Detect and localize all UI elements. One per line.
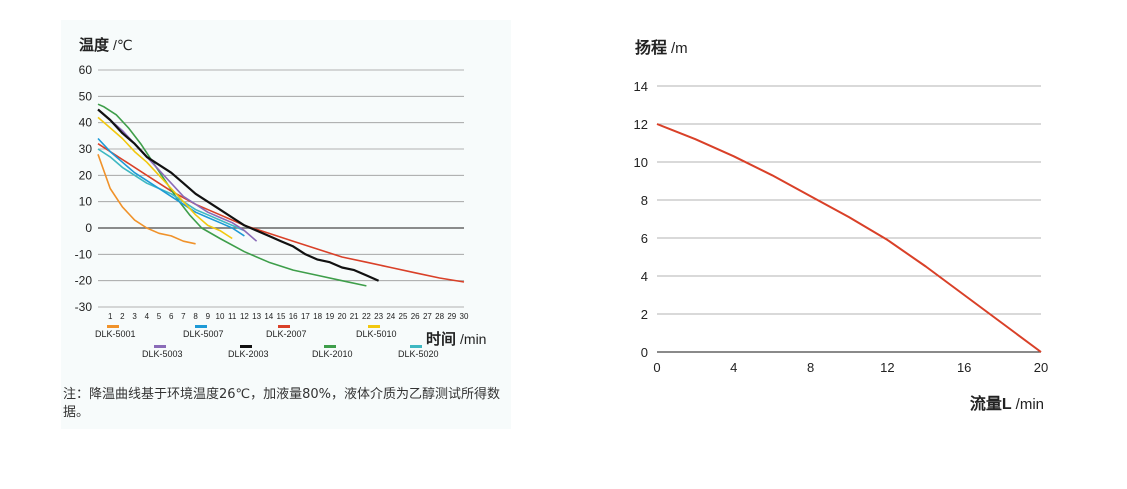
legend-label-dlk-5003: DLK-5003 bbox=[142, 349, 183, 359]
y-tick-label: 2 bbox=[641, 307, 648, 322]
legend-label-dlk-5001: DLK-5001 bbox=[95, 329, 136, 339]
x-tick-label: 15 bbox=[277, 312, 286, 321]
x-tick-label: 7 bbox=[181, 312, 186, 321]
y-axis-unit: /℃ bbox=[113, 37, 133, 53]
x-tick-label: 19 bbox=[325, 312, 334, 321]
legend-label-dlk-5010: DLK-5010 bbox=[356, 329, 397, 339]
y-tick-label: 20 bbox=[79, 168, 93, 182]
y-axis-title: 扬程/m bbox=[635, 38, 688, 57]
y-tick-label: -20 bbox=[75, 274, 93, 288]
y-axis-label: 温度 bbox=[79, 36, 110, 54]
x-tick-label: 25 bbox=[399, 312, 408, 321]
series-line-dlk-2007 bbox=[97, 143, 465, 283]
y-axis-label: 扬程 bbox=[635, 38, 667, 57]
y-tick-label: 10 bbox=[634, 155, 648, 170]
x-tick-label: 12 bbox=[880, 360, 894, 375]
y-tick-label: 0 bbox=[641, 345, 648, 360]
x-tick-label: 9 bbox=[206, 312, 211, 321]
x-tick-label: 3 bbox=[132, 312, 137, 321]
series-line-dlk-5003 bbox=[97, 108, 258, 242]
x-tick-label: 4 bbox=[145, 312, 150, 321]
x-tick-label: 18 bbox=[313, 312, 322, 321]
series-line-dlk-5020 bbox=[97, 148, 245, 232]
legend-label-dlk-2007: DLK-2007 bbox=[266, 329, 307, 339]
x-tick-label: 16 bbox=[289, 312, 298, 321]
x-tick-label: 0 bbox=[653, 360, 660, 375]
y-tick-label: 8 bbox=[641, 193, 648, 208]
x-tick-label: 11 bbox=[228, 312, 237, 321]
legend-swatch-dlk-5020 bbox=[410, 345, 422, 348]
x-axis-unit: /min bbox=[460, 331, 486, 347]
x-tick-label: 24 bbox=[386, 312, 395, 321]
x-tick-label: 14 bbox=[264, 312, 273, 321]
x-tick-label: 27 bbox=[423, 312, 432, 321]
y-tick-label: 0 bbox=[85, 221, 92, 235]
x-tick-label: 10 bbox=[216, 312, 225, 321]
y-tick-label: 40 bbox=[79, 116, 93, 130]
y-axis-title: 温度/℃ bbox=[79, 36, 133, 54]
legend-swatch-dlk-5003 bbox=[154, 345, 166, 348]
x-tick-label: 13 bbox=[252, 312, 261, 321]
x-tick-label: 23 bbox=[374, 312, 383, 321]
y-tick-label: 14 bbox=[634, 79, 648, 94]
legend-swatch-dlk-5007 bbox=[195, 325, 207, 328]
x-axis-title: 时间/min bbox=[426, 330, 486, 348]
series-line-dlk-2003 bbox=[97, 108, 380, 282]
legend-label-dlk-2003: DLK-2003 bbox=[228, 349, 269, 359]
y-tick-label: 12 bbox=[634, 117, 648, 132]
chart-note: 注：降温曲线基于环境温度26℃，加液量80%，液体介质为乙醇测试所得数据。 bbox=[63, 387, 501, 420]
x-tick-label: 21 bbox=[350, 312, 359, 321]
x-tick-label: 8 bbox=[807, 360, 814, 375]
legend-swatch-dlk-2007 bbox=[278, 325, 290, 328]
y-axis-unit: /m bbox=[671, 40, 688, 57]
y-tick-label: 60 bbox=[79, 63, 93, 77]
x-tick-label: 2 bbox=[120, 312, 125, 321]
x-tick-label: 17 bbox=[301, 312, 310, 321]
x-tick-label: 4 bbox=[730, 360, 737, 375]
legend-swatch-dlk-2010 bbox=[324, 345, 336, 348]
series-line-dlk-5010 bbox=[97, 116, 233, 240]
series-line-dlk-5007 bbox=[97, 137, 245, 237]
x-axis-unit: /min bbox=[1016, 396, 1044, 413]
y-tick-label: 10 bbox=[79, 195, 93, 209]
cooling-chart-panel: 温度/℃ 60 50 40 30 20 10 0 -10 -20 -30 1 2 3 4 5 6 7 8 9 10 11 1… bbox=[61, 20, 511, 429]
y-tick-label: 6 bbox=[641, 231, 648, 246]
legend-label-dlk-2010: DLK-2010 bbox=[312, 349, 353, 359]
legend-swatch-dlk-5001 bbox=[107, 325, 119, 328]
x-axis-label: 流量L bbox=[970, 394, 1012, 413]
legend-swatch-dlk-5010 bbox=[368, 325, 380, 328]
x-tick-label: 20 bbox=[1034, 360, 1048, 375]
series-line-dlk-5001 bbox=[97, 154, 196, 245]
head-curve-line bbox=[656, 123, 1042, 353]
y-tick-label: 30 bbox=[79, 142, 93, 156]
y-tick-label: -10 bbox=[75, 247, 93, 261]
series-line-dlk-2010 bbox=[97, 103, 367, 287]
y-tick-label: 4 bbox=[641, 269, 648, 284]
legend-label-dlk-5020: DLK-5020 bbox=[398, 349, 439, 359]
x-tick-label: 12 bbox=[240, 312, 249, 321]
x-tick-label: 16 bbox=[957, 360, 971, 375]
x-axis-label: 时间 bbox=[426, 330, 456, 348]
x-tick-label: 5 bbox=[157, 312, 162, 321]
x-tick-label: 30 bbox=[460, 312, 469, 321]
x-tick-label: 6 bbox=[169, 312, 174, 321]
legend-label-dlk-5007: DLK-5007 bbox=[183, 329, 224, 339]
y-tick-label: 50 bbox=[79, 89, 93, 103]
x-tick-label: 26 bbox=[411, 312, 420, 321]
x-tick-label: 1 bbox=[108, 312, 113, 321]
x-tick-label: 20 bbox=[338, 312, 347, 321]
legend-swatch-dlk-2003 bbox=[240, 345, 252, 348]
x-tick-label: 22 bbox=[362, 312, 371, 321]
x-tick-label: 28 bbox=[435, 312, 444, 321]
x-tick-label: 8 bbox=[193, 312, 198, 321]
x-tick-label: 29 bbox=[447, 312, 456, 321]
y-tick-label: -30 bbox=[75, 300, 93, 314]
x-axis-title: 流量L/min bbox=[970, 394, 1044, 413]
